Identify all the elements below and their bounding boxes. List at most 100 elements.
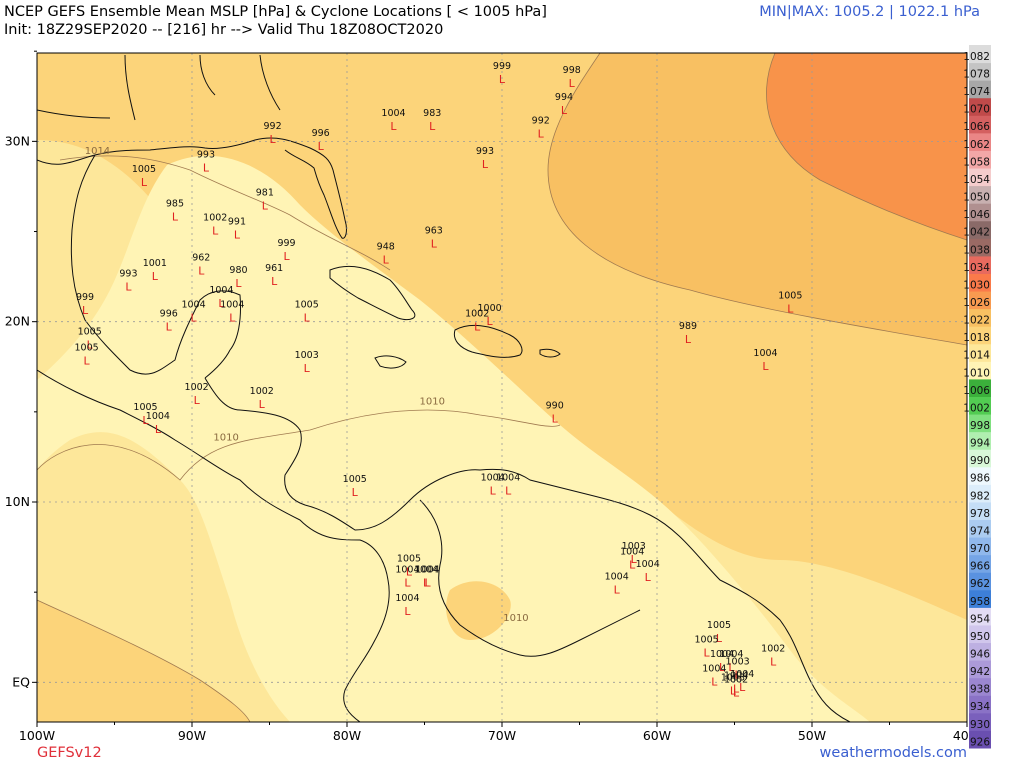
low-symbol: L <box>770 656 777 669</box>
colorbar: 926 930 934 938 942 946 950 954 958 962 966 970 974 9… <box>963 45 991 749</box>
low-symbol: L <box>429 120 436 133</box>
min-max-readout: MIN|MAX: 1005.2 | 1022.1 hPa <box>759 4 980 20</box>
low-symbol: L <box>614 584 621 597</box>
colorbar-swatch <box>969 238 991 257</box>
site-label: weathermodels.com <box>819 745 967 761</box>
colorbar-swatch <box>969 712 991 731</box>
colorbar-label: 946 <box>970 648 990 660</box>
cyclone-pressure-label: 991 <box>228 216 246 227</box>
south-america-borders <box>419 499 641 657</box>
colorbar-label: 982 <box>970 490 990 502</box>
colorbar-label: 1002 <box>963 402 990 414</box>
cyclone-pressure-label: 1004 <box>220 299 244 310</box>
colorbar-swatch <box>969 150 991 169</box>
cyclone-pressure-label: 1004 <box>381 108 405 119</box>
cyclone-pressure-label: 1004 <box>416 564 440 575</box>
isobar-1010-pacific <box>37 599 251 722</box>
low-symbol: L <box>190 311 197 324</box>
colorbar-swatch <box>969 291 991 310</box>
colorbar-label: 1046 <box>963 209 990 221</box>
cyclone-pressure-label: 998 <box>563 65 581 76</box>
cyclone-pressure-label: 996 <box>160 308 178 319</box>
low-symbol: L <box>259 398 266 411</box>
colorbar-swatch <box>969 466 991 485</box>
colorbar-swatch <box>969 97 991 116</box>
isobar-1022 <box>766 53 967 241</box>
cyclone-pressure-label: 1001 <box>143 258 167 269</box>
low-symbol: L <box>733 683 740 696</box>
low-symbol: L <box>474 320 481 333</box>
colorbar-label: 966 <box>970 561 990 573</box>
lat-tick-label: 30N <box>5 133 30 148</box>
cyclone-pressure-label: 962 <box>192 252 210 263</box>
isobar-label: 1010 <box>213 433 238 444</box>
low-symbol: L <box>198 264 205 277</box>
low-symbol: L <box>212 225 219 238</box>
low-symbol: L <box>194 394 201 407</box>
low-symbol: L <box>318 140 325 153</box>
colorbar-swatch <box>969 396 991 415</box>
cyclone-pressure-label: 999 <box>277 238 295 249</box>
low-symbol: L <box>645 571 652 584</box>
mexico-coast <box>70 154 241 379</box>
colorbar-label: 930 <box>970 719 990 731</box>
colorbar-label: 994 <box>970 438 990 450</box>
colorbar-swatch <box>969 203 991 222</box>
colorbar-swatch <box>969 115 991 134</box>
cyclone-pressure-label: 993 <box>197 150 215 161</box>
central-america-pacific <box>37 369 390 722</box>
cyclone-pressure-label: 1004 <box>481 472 505 483</box>
low-symbol: L <box>629 558 636 571</box>
cyclone-pressure-label: 1004 <box>636 559 660 570</box>
low-symbol: L <box>234 228 241 241</box>
colorbar-swatch <box>969 660 991 679</box>
low-symbol: L <box>404 605 411 618</box>
colorbar-label: 1034 <box>963 262 990 274</box>
low-symbol: L <box>538 127 545 140</box>
low-symbol: L <box>431 237 438 250</box>
cyclone-pressure-label: 1005 <box>778 290 802 301</box>
cyclone-pressure-label: 963 <box>425 225 443 236</box>
cyclone-pressure-label: 1005 <box>695 635 719 646</box>
cyclone-pressure-label: 1004 <box>209 285 233 296</box>
low-symbol: L <box>270 133 277 146</box>
low-symbol: L <box>82 304 89 317</box>
colorbar-swatch <box>969 484 991 503</box>
cyclone-pressure-label: 990 <box>546 400 564 411</box>
cyclone-pressure-label: 996 <box>312 128 330 139</box>
cyclone-pressure-label: 1005 <box>78 326 102 337</box>
low-symbol: L <box>569 77 576 90</box>
cyclone-pressure-label: 948 <box>377 242 395 253</box>
cyclone-pressure-label: 1004 <box>146 411 170 422</box>
cyclone-pressure-label: 1004 <box>605 572 629 583</box>
low-symbol: L <box>203 162 210 175</box>
colorbar-label: 998 <box>970 420 990 432</box>
low-symbol: L <box>84 355 91 368</box>
